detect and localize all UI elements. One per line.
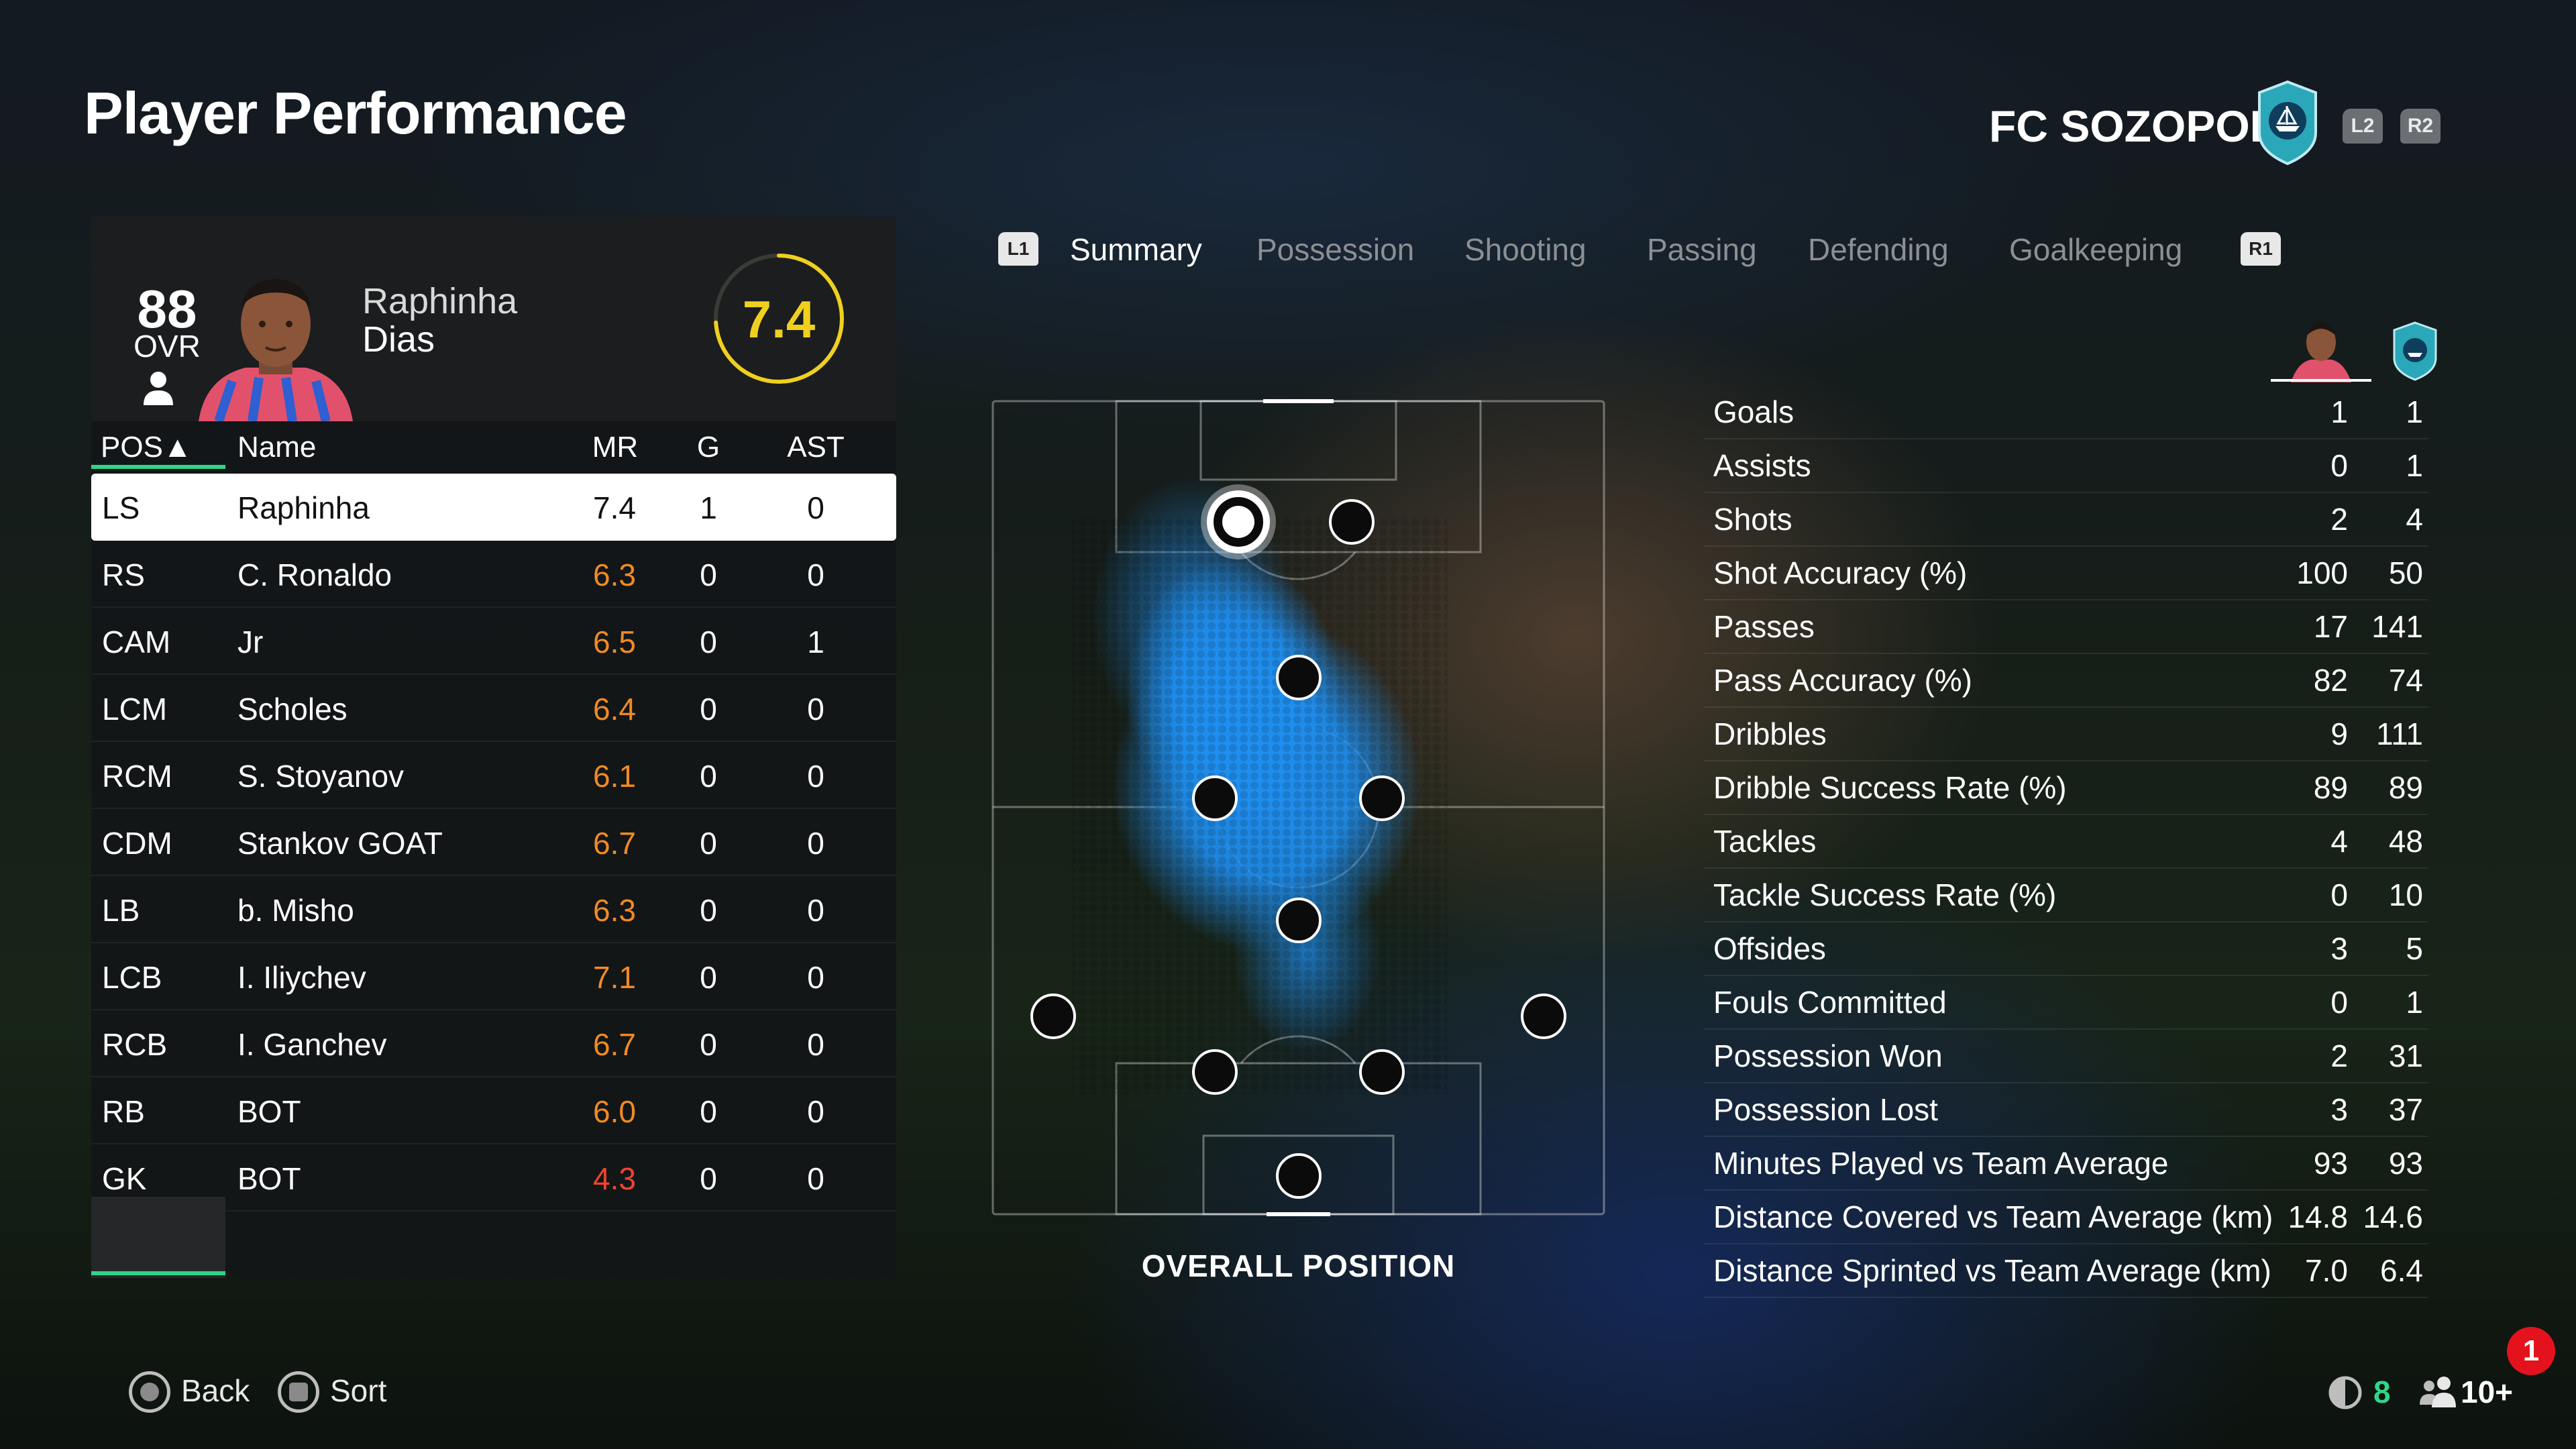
table-row[interactable]: RS C. Ronaldo 6.3 0 0 (91, 541, 896, 608)
header-g[interactable]: G (696, 431, 720, 464)
player-list: LS Raphinha 7.4 1 0 RS C. Ronaldo 6.3 0 … (91, 474, 896, 1212)
player-portrait (199, 279, 353, 421)
l1-button-icon[interactable]: L1 (998, 232, 1038, 266)
match-rating-value: 7.4 (742, 290, 816, 349)
table-header: POS▲ Name MR G AST (91, 421, 896, 470)
tab-shooting[interactable]: Shooting (1464, 232, 1587, 267)
friends-online-icon (2420, 1377, 2456, 1407)
pos-column-filler (91, 1197, 225, 1278)
stat-row: Minutes Played vs Team Average 93 93 (1704, 1137, 2428, 1191)
table-row[interactable]: CAM Jr 6.5 0 1 (91, 608, 896, 675)
player-ovr-label: OVR (133, 329, 201, 364)
header-pos[interactable]: POS▲ (101, 431, 193, 464)
stat-row: Tackles 4 48 (1704, 815, 2428, 869)
r1-button-icon[interactable]: R1 (2241, 232, 2281, 266)
stat-row: Distance Sprinted vs Team Average (km) 7.… (1704, 1244, 2428, 1298)
table-row[interactable]: RCM S. Stoyanov 6.1 0 0 (91, 742, 896, 809)
stat-row: Assists 0 1 (1704, 439, 2428, 493)
player-column-underline (2271, 379, 2371, 382)
notification-badge[interactable]: 1 (2507, 1327, 2555, 1375)
stat-row: Possession Won 2 31 (1704, 1030, 2428, 1083)
pitch-player-dot (1359, 775, 1405, 821)
r2-button-icon[interactable]: R2 (2400, 109, 2440, 144)
sort-button[interactable]: Sort (330, 1373, 387, 1408)
players-online-count: 10+ (2461, 1375, 2514, 1409)
stat-row: Dribble Success Rate (%) 89 89 (1704, 761, 2428, 815)
pitch-player-dot (1192, 775, 1238, 821)
player-last-name: Dias (362, 319, 435, 360)
player-ovr: 88 (137, 279, 197, 339)
tab-defending[interactable]: Defending (1808, 232, 1949, 267)
player-first-name: Raphinha (362, 281, 518, 321)
network-value: 8 (2373, 1375, 2391, 1409)
table-row[interactable]: LCB I. Iliychev 7.1 0 0 (91, 943, 896, 1010)
pitch-player-dot (1359, 1049, 1405, 1095)
person-icon (144, 372, 173, 405)
tab-passing[interactable]: Passing (1647, 232, 1757, 267)
heat-zone (1072, 476, 1448, 1093)
header-mr[interactable]: MR (592, 431, 639, 464)
square-button-icon[interactable] (278, 1371, 319, 1413)
table-row[interactable]: LS Raphinha 7.4 1 0 (91, 474, 896, 541)
l2-button-icon[interactable]: L2 (2343, 109, 2383, 144)
stat-row: Passes 17 141 (1704, 600, 2428, 654)
stat-row: Shot Accuracy (%) 100 50 (1704, 547, 2428, 600)
stat-row: Pass Accuracy (%) 82 74 (1704, 654, 2428, 708)
pitch-player-dot (1276, 898, 1322, 943)
position-heatmap (991, 399, 1605, 1216)
table-row[interactable]: RCB I. Ganchev 6.7 0 0 (91, 1010, 896, 1077)
circle-button-icon[interactable] (129, 1371, 170, 1413)
table-row[interactable]: LCM Scholes 6.4 0 0 (91, 675, 896, 742)
pitch-player-dot (1521, 994, 1566, 1039)
stat-row: Possession Lost 3 37 (1704, 1083, 2428, 1137)
tab-summary[interactable]: Summary (1070, 232, 1202, 267)
tab-goalkeeping[interactable]: Goalkeeping (2009, 232, 2183, 267)
pitch-caption: OVERALL POSITION (1141, 1248, 1456, 1283)
stat-row: Distance Covered vs Team Average (km) 14.… (1704, 1191, 2428, 1244)
player-header: 88 OVR Raphinha Dias 7.4 (91, 217, 896, 421)
stat-row: Fouls Committed 0 1 (1704, 976, 2428, 1030)
pitch-player-dot (1329, 499, 1375, 545)
header-ast[interactable]: AST (787, 431, 845, 464)
table-row[interactable]: RB BOT 6.0 0 0 (91, 1077, 896, 1144)
sort-indicator (91, 465, 225, 469)
table-row[interactable]: GK BOT 4.3 0 0 (91, 1144, 896, 1212)
stat-row: Tackle Success Rate (%) 0 10 (1704, 869, 2428, 922)
page-title: Player Performance (84, 80, 627, 146)
network-icon (2328, 1376, 2362, 1409)
pitch-player-dot (1276, 1153, 1322, 1199)
table-row[interactable]: LB b. Misho 6.3 0 0 (91, 876, 896, 943)
player-column-portrait (2291, 322, 2351, 382)
pitch-player-dot (1276, 655, 1322, 700)
pitch-player-dot (1192, 1049, 1238, 1095)
club-crest-icon (2258, 80, 2317, 166)
team-column-crest-icon (2393, 321, 2437, 381)
player-card: 88 OVR Raphinha Dias 7.4 POS▲ Name MR G … (91, 217, 896, 1278)
club-name: FC SOZOPOL (1989, 101, 2277, 151)
pitch-player-dot (1030, 994, 1076, 1039)
pos-column-underline (91, 1271, 225, 1275)
match-rating-ring (714, 254, 844, 384)
stat-row: Offsides 3 5 (1704, 922, 2428, 976)
stat-row: Shots 2 4 (1704, 493, 2428, 547)
table-row[interactable]: CDM Stankov GOAT 6.7 0 0 (91, 809, 896, 876)
header-name[interactable]: Name (237, 431, 317, 464)
stats-table: Goals 1 1 Assists 0 1 Shots 2 4 Shot Accuracy … (1704, 386, 2428, 1298)
stat-row: Dribbles 9 111 (1704, 708, 2428, 761)
back-button[interactable]: Back (181, 1373, 250, 1408)
tab-possession[interactable]: Possession (1256, 232, 1415, 267)
stat-row: Goals 1 1 (1704, 386, 2428, 439)
